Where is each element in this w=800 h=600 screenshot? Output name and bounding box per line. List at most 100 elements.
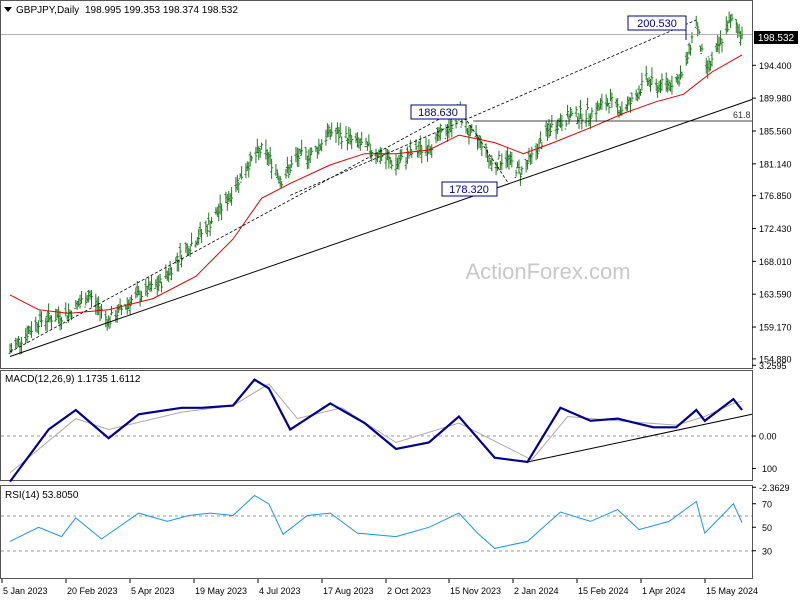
ohlc-bar <box>667 79 671 91</box>
ohlc-bar <box>600 93 604 110</box>
ohlc-bar <box>344 126 348 139</box>
ohlc-bar <box>367 134 371 147</box>
ohlc-bar <box>157 275 161 292</box>
ohlc-bar <box>308 147 312 163</box>
ohlc-bar <box>660 73 664 91</box>
macd-title: MACD(12,26,9) 1.1735 1.6112 <box>5 374 141 385</box>
ohlc-bar <box>240 166 244 183</box>
ohlc-bar <box>686 51 690 64</box>
x-tick-label: 15 Feb 2024 <box>578 586 629 596</box>
ohlc-bar <box>190 232 194 247</box>
ohlc-bar <box>566 104 570 118</box>
ohlc-bar <box>578 99 582 120</box>
ohlc-bar <box>177 256 181 272</box>
ohlc-bar <box>520 166 524 175</box>
y-tick-label: 154.880 <box>759 354 792 364</box>
ohlc-bar <box>588 114 592 129</box>
annotation-high-188630: 188.630 <box>410 104 467 120</box>
ohlc-bar <box>320 139 324 152</box>
ohlc-bar <box>275 169 279 179</box>
ohlc-bar <box>717 36 721 54</box>
y-tick-label: 185.560 <box>759 126 792 136</box>
ohlc-bar <box>49 315 53 330</box>
ohlc-bar <box>490 155 494 172</box>
x-tick-label: 19 May 2023 <box>195 586 247 596</box>
ohlc-bar <box>690 32 694 44</box>
ohlc-bar <box>586 97 590 111</box>
y-tick-label: 3.2595 <box>759 361 787 371</box>
ohlc-bar <box>110 305 114 316</box>
dropdown-triangle-icon[interactable] <box>4 7 12 12</box>
ohlc-bar <box>338 122 342 138</box>
ohlc-bar <box>606 98 610 107</box>
ohlc-bar <box>360 131 364 145</box>
ohlc-bar <box>54 308 58 322</box>
ohlc-bar <box>700 43 704 55</box>
ohlc-bar <box>644 65 648 81</box>
ohlc-bar <box>584 109 588 127</box>
ohlc-bar <box>220 204 224 221</box>
ohlc-bar <box>290 155 294 168</box>
ohlc-bar <box>689 44 693 56</box>
ohlc-bar <box>225 194 229 211</box>
ohlc-bar <box>280 181 284 188</box>
ohlc-bar <box>610 92 614 109</box>
ohlc-bar <box>397 154 401 170</box>
ohlc-bar <box>300 139 304 156</box>
ohlc-bar <box>734 18 738 34</box>
ohlc-bar <box>580 113 584 130</box>
ohlc-bar <box>69 310 73 321</box>
dashed-projection-line <box>458 108 510 185</box>
ohlc-bar <box>310 147 314 155</box>
ohlc-bar <box>218 194 222 215</box>
y-tick-label: 159.170 <box>759 323 792 333</box>
x-tick-label: 4 Jul 2023 <box>259 586 301 596</box>
ohlc-bar <box>478 135 482 149</box>
ohlc-bar <box>567 113 571 125</box>
ohlc-bar <box>548 123 552 136</box>
rsi-panel-frame <box>0 485 753 579</box>
ohlc-bar <box>170 267 174 281</box>
dashed-channel-line <box>9 108 460 353</box>
watermark: ActionForex.com <box>465 259 630 284</box>
ohlc-bar <box>39 311 43 328</box>
y-tick-label: 172.430 <box>759 224 792 234</box>
ohlc-bar <box>25 325 29 343</box>
rsi-y-axis: 100 70 50 30 <box>752 464 777 556</box>
ohlc-bar <box>340 136 344 150</box>
ohlc-bar <box>514 169 518 179</box>
ohlc-bar <box>250 155 254 162</box>
ohlc-bar <box>330 122 334 137</box>
ohlc-bar <box>730 13 734 22</box>
ohlc-bar <box>420 145 424 164</box>
ohlc-bar <box>200 229 204 243</box>
ohlc-bar <box>697 29 701 35</box>
ohlc-readout: 198.995 199.353 198.374 198.532 <box>85 5 238 16</box>
ohlc-bar <box>500 153 504 171</box>
trendline <box>9 99 753 357</box>
ohlc-bar <box>270 158 274 179</box>
x-tick-label: 1 Apr 2024 <box>642 586 686 596</box>
annotation-low-178320: 178.320 <box>441 181 498 197</box>
y-tick-label: 100 <box>762 464 777 474</box>
dashed-channel-line-2 <box>290 19 697 196</box>
ohlc-bar <box>407 150 411 159</box>
y-tick-label: 181.140 <box>759 159 792 169</box>
ohlc-bar <box>230 187 234 206</box>
x-tick-label: 17 Aug 2023 <box>323 586 374 596</box>
macd-y-axis: 3.2595 0.00 -2.3629 <box>752 361 790 493</box>
current-price-tag: 198.532 <box>754 31 798 44</box>
ohlc-bar <box>538 131 542 143</box>
rsi-title: RSI(14) 53.8050 <box>5 490 79 501</box>
ohlc-bar <box>130 294 134 305</box>
ohlc-bar <box>197 228 201 245</box>
ohlc-bar <box>450 119 454 138</box>
current-price-box <box>754 31 798 44</box>
ohlc-bar <box>185 243 189 256</box>
ohlc-bar <box>680 71 684 79</box>
ohlc-bar <box>677 74 681 87</box>
ohlc-bar <box>160 281 164 293</box>
ohlc-bar <box>254 146 258 164</box>
ohlc-bar <box>497 150 501 160</box>
